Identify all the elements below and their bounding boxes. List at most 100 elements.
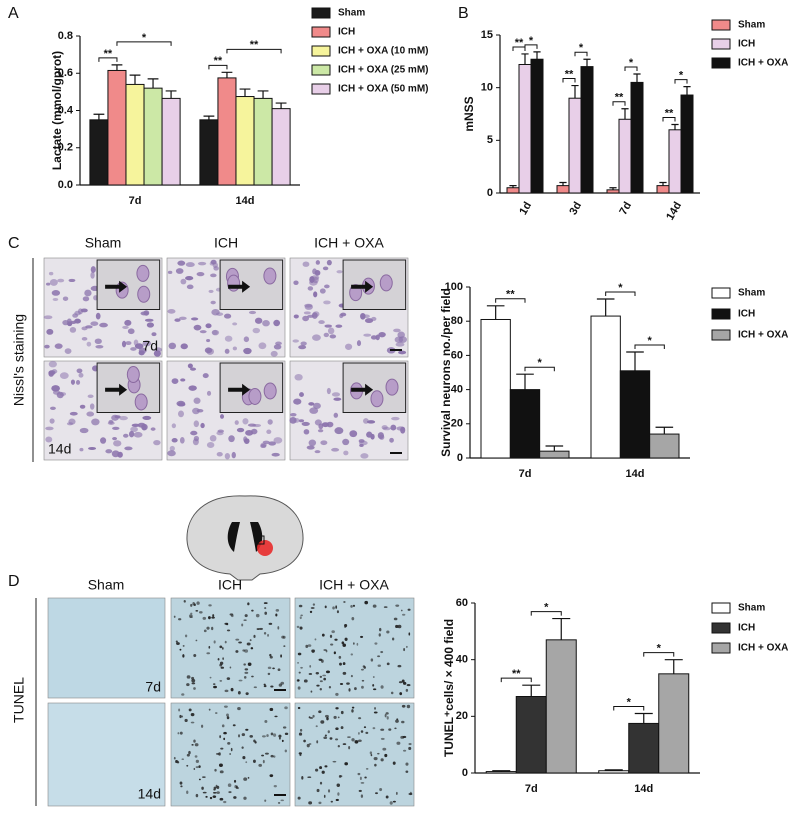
cell <box>302 261 310 267</box>
cell <box>179 648 182 651</box>
cell <box>403 749 407 752</box>
row-label: 14d <box>48 441 71 457</box>
cell <box>79 427 89 434</box>
cell <box>360 781 365 784</box>
cell <box>208 708 211 711</box>
y-tick-label: 100 <box>445 281 463 293</box>
cell <box>333 715 337 719</box>
cell <box>244 671 249 674</box>
cell <box>400 609 403 612</box>
cell <box>324 284 330 289</box>
cell <box>216 312 224 316</box>
cell <box>303 429 310 435</box>
cell <box>273 755 276 758</box>
cell <box>323 332 330 338</box>
significance-label: * <box>618 282 623 294</box>
error-bar <box>509 185 517 188</box>
cell <box>186 683 190 687</box>
cell <box>380 758 384 762</box>
cell <box>241 623 244 627</box>
cell <box>193 420 200 428</box>
column-header: Sham <box>85 235 122 251</box>
cell <box>303 739 306 743</box>
cell <box>191 682 196 685</box>
significance-label: * <box>538 357 543 369</box>
cell <box>198 765 201 769</box>
cell <box>300 341 307 346</box>
cell <box>226 677 231 680</box>
inset-cell <box>136 264 150 282</box>
cell <box>127 328 135 335</box>
cell <box>244 649 249 653</box>
cell <box>327 789 331 793</box>
cell <box>223 313 232 319</box>
cell <box>329 334 337 339</box>
significance-bracket <box>674 79 688 84</box>
cell <box>321 770 325 774</box>
y-tick-label: 0 <box>457 452 463 464</box>
y-tick-label: 40 <box>456 654 468 666</box>
cell <box>81 326 88 331</box>
legend-swatch <box>311 83 331 95</box>
cell <box>379 787 383 792</box>
cell <box>175 640 178 643</box>
bar <box>518 63 532 194</box>
cell <box>372 684 375 687</box>
cell <box>100 437 107 444</box>
cell <box>238 641 242 644</box>
legend-label: Sham <box>338 8 365 19</box>
significance-label: * <box>629 57 634 69</box>
cell <box>178 618 182 621</box>
cell <box>195 610 199 612</box>
cell <box>200 422 205 429</box>
cell <box>393 328 401 333</box>
cell <box>351 709 354 713</box>
x-tick-label: 14d <box>634 783 653 795</box>
error-bar <box>621 108 629 120</box>
cell <box>184 718 188 723</box>
cell <box>144 318 154 322</box>
cell <box>173 756 176 760</box>
cell <box>75 379 81 385</box>
significance-bracket <box>562 78 576 83</box>
legend-swatch <box>311 7 331 19</box>
cell <box>333 412 339 418</box>
cell <box>249 639 252 642</box>
cell <box>347 736 351 739</box>
cell <box>310 690 313 693</box>
cell <box>264 799 267 802</box>
cell <box>227 783 232 787</box>
cell <box>319 675 323 678</box>
cell <box>354 687 357 691</box>
cell <box>191 743 194 746</box>
cell <box>342 643 347 647</box>
cell <box>350 674 353 678</box>
cell <box>169 445 175 452</box>
cell <box>69 411 78 416</box>
cell <box>323 300 331 305</box>
cell <box>223 737 226 741</box>
cell <box>211 616 215 619</box>
bar <box>618 118 632 194</box>
cell <box>406 645 408 648</box>
error-bar <box>533 51 541 60</box>
cell <box>130 347 137 351</box>
x-tick-label: 3d <box>567 200 584 217</box>
cell <box>267 672 271 676</box>
cell <box>294 373 303 381</box>
cell <box>181 758 185 761</box>
cell <box>389 801 393 805</box>
cell <box>244 614 248 618</box>
cell <box>252 327 261 334</box>
cell <box>312 603 316 606</box>
cell <box>303 311 311 315</box>
cell <box>210 300 216 305</box>
column-header: Sham <box>88 577 125 593</box>
cell <box>318 710 322 714</box>
y-tick-label: 0 <box>462 767 468 779</box>
error-bar <box>486 305 505 320</box>
error-bar <box>522 684 541 697</box>
cell <box>263 685 267 688</box>
cell <box>330 643 334 646</box>
cell <box>256 628 260 631</box>
